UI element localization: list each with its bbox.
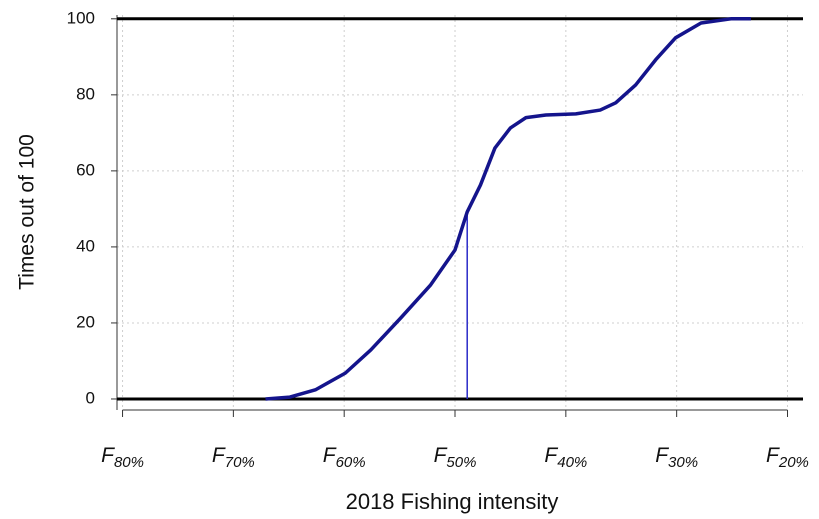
x-tick-label-sub: 50% <box>446 454 476 471</box>
x-tick-label: F30% <box>655 444 698 471</box>
x-tick-label-sub: 80% <box>114 454 144 471</box>
x-tick-label: F70% <box>212 444 255 471</box>
x-tick-label-main: F <box>434 444 448 467</box>
x-tick-label: F20% <box>766 444 809 471</box>
x-tick-label-main: F <box>766 444 780 467</box>
x-tick-label: F40% <box>544 444 587 471</box>
x-tick-label-sub: 30% <box>668 454 698 471</box>
x-tick-label-sub: 60% <box>336 454 366 471</box>
y-axis-label: Times out of 100 <box>16 134 39 290</box>
x-tick-label: F50% <box>434 444 477 471</box>
y-tick-label: 40 <box>76 236 95 255</box>
y-tick-label: 0 <box>86 388 95 407</box>
y-tick-label: 100 <box>67 8 95 27</box>
y-tick-label: 20 <box>76 312 95 331</box>
x-tick-label-main: F <box>323 444 337 467</box>
x-tick-label-sub: 40% <box>557 454 587 471</box>
x-tick-label-main: F <box>101 444 115 467</box>
x-tick-label: F80% <box>101 444 144 471</box>
x-tick-label-main: F <box>544 444 558 467</box>
x-tick-label-main: F <box>655 444 669 467</box>
y-tick-label: 80 <box>76 84 95 103</box>
x-tick-label: F60% <box>323 444 366 471</box>
x-tick-label-sub: 20% <box>778 454 809 471</box>
data-line <box>265 17 751 401</box>
y-tick-label: 60 <box>76 160 95 179</box>
x-axis-label: 2018 Fishing intensity <box>346 489 559 514</box>
x-tick-label-main: F <box>212 444 226 467</box>
x-tick-label-sub: 70% <box>225 454 255 471</box>
